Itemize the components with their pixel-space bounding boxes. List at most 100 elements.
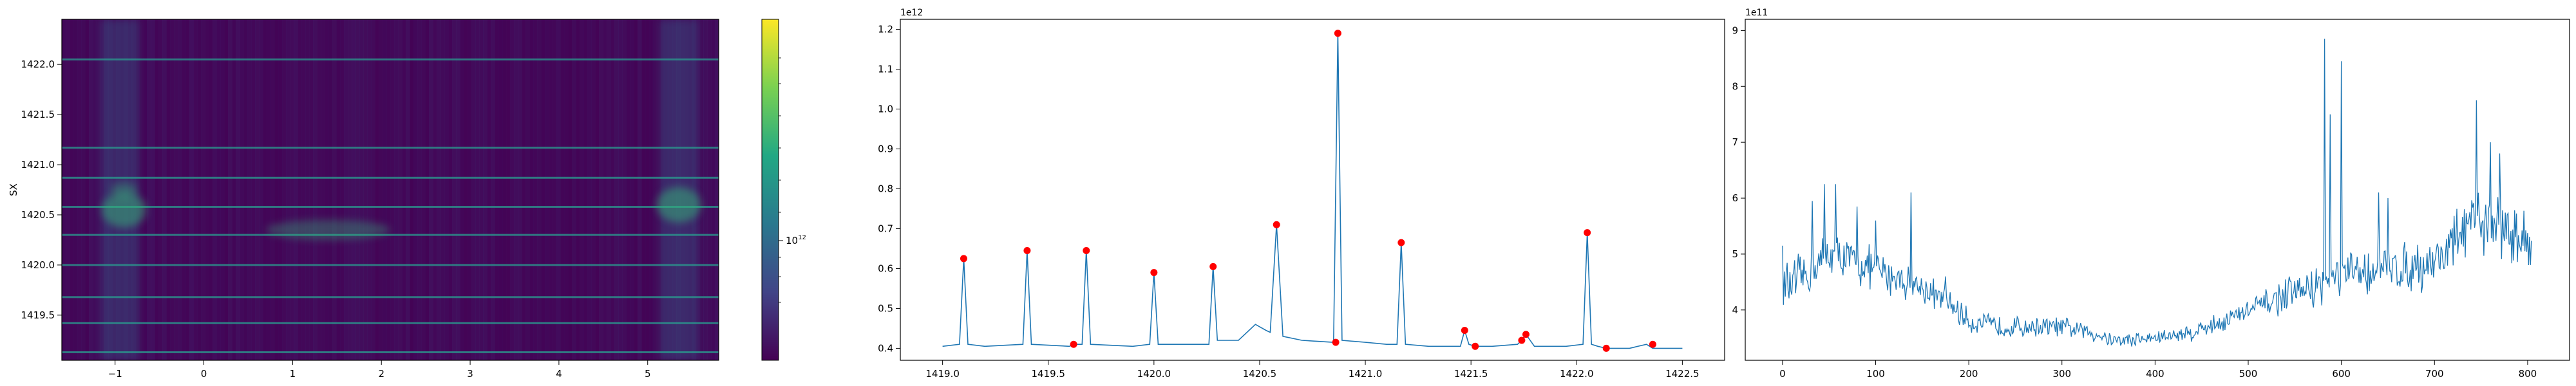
heatmap-column xyxy=(599,19,603,360)
colorbar-tick-label: 1012 xyxy=(786,234,806,246)
x-tick-label: 5 xyxy=(645,368,651,380)
heatmap-plot-area xyxy=(62,19,719,360)
heatmap-column xyxy=(201,19,205,360)
heatmap-column xyxy=(209,19,213,360)
heatmap-column xyxy=(522,19,526,360)
heatmap-column xyxy=(622,19,627,360)
heatmap-frame xyxy=(61,19,719,361)
heatmap-column xyxy=(390,19,395,360)
x-tick-label: 700 xyxy=(2425,368,2444,380)
peaks-y-axis: 0.4 0.5 0.6 0.7 0.8 0.9 1.0 1.1 1.2 xyxy=(878,23,900,354)
heatmap-column xyxy=(298,19,302,360)
heatmap-column xyxy=(634,19,638,360)
heatmap-column xyxy=(518,19,522,360)
heatmap-column xyxy=(143,19,147,360)
heatmap-column xyxy=(224,19,229,360)
x-tick-label: 4 xyxy=(556,368,562,380)
heatmap-column xyxy=(70,19,74,360)
heatmap-column xyxy=(529,19,534,360)
heatmap-column xyxy=(452,19,457,360)
heatmap-column xyxy=(560,19,565,360)
heatmap-column xyxy=(151,19,155,360)
colorbar-body xyxy=(762,19,779,360)
heatmap-column xyxy=(97,19,101,360)
heatmap-x-axis: −1 0 1 2 3 4 5 xyxy=(108,360,651,380)
heatmap-column xyxy=(707,19,712,360)
heatmap-column xyxy=(711,19,715,360)
y-tick-label: 1421.5 xyxy=(21,109,55,120)
heatmap-column xyxy=(641,19,646,360)
heatmap-column xyxy=(479,19,484,360)
x-tick-label: 3 xyxy=(467,368,473,380)
y-tick-label: 0.9 xyxy=(878,143,893,154)
heatmap-column xyxy=(564,19,569,360)
y-tick-label: 4 xyxy=(1732,304,1738,316)
x-tick-label: 300 xyxy=(2052,368,2071,380)
heatmap-column xyxy=(421,19,426,360)
peaks-series-line xyxy=(942,33,1683,349)
heatmap-column xyxy=(220,19,225,360)
heatmap-column xyxy=(375,19,379,360)
x-tick-label: 800 xyxy=(2519,368,2537,380)
heatmap-column xyxy=(475,19,480,360)
x-tick-label: 1419.0 xyxy=(925,368,960,380)
heatmap-bright-row xyxy=(62,206,719,208)
colorbar-minor-ticks xyxy=(779,57,781,303)
heatmap-bright-row xyxy=(62,147,719,149)
heatmap-column xyxy=(216,19,221,360)
peak-marker xyxy=(1332,338,1340,346)
heatmap-column xyxy=(77,19,82,360)
heatmap-bright-row xyxy=(62,58,719,60)
heatmap-column xyxy=(193,19,198,360)
heatmap-column xyxy=(286,19,290,360)
heatmap-feature xyxy=(266,219,390,240)
heatmap-column xyxy=(155,19,159,360)
x-tick-label: 1421.0 xyxy=(1349,368,1383,380)
x-tick-label: 1421.5 xyxy=(1454,368,1488,380)
y-tick-label: 1.1 xyxy=(878,63,893,75)
heatmap-column xyxy=(437,19,441,360)
heatmap-column xyxy=(549,19,553,360)
x-tick-label: 0 xyxy=(201,368,207,380)
peaks-panel: 1419.0 1419.5 1420.0 1420.5 1421.0 1421.5 1422… xyxy=(878,8,1725,380)
heatmap-column xyxy=(576,19,580,360)
heatmap-column xyxy=(703,19,708,360)
heatmap-column xyxy=(317,19,321,360)
heatmap-bright-row xyxy=(62,264,719,266)
heatmap-column xyxy=(313,19,317,360)
heatmap-column xyxy=(259,19,263,360)
heatmap-column xyxy=(359,19,364,360)
heatmap-column xyxy=(603,19,607,360)
heatmap-column xyxy=(537,19,542,360)
heatmap-column xyxy=(506,19,511,360)
heatmap-column xyxy=(270,19,275,360)
heatmap-column xyxy=(413,19,418,360)
heatmap-column xyxy=(460,19,464,360)
heatmap-column xyxy=(321,19,325,360)
heatmap-column xyxy=(93,19,97,360)
heatmap-column xyxy=(456,19,460,360)
heatmap-column xyxy=(328,19,333,360)
x-tick-label: 2 xyxy=(378,368,384,380)
heatmap-column xyxy=(274,19,279,360)
heatmap-column xyxy=(580,19,584,360)
heatmap-column xyxy=(213,19,217,360)
x-tick-label: 1420.0 xyxy=(1137,368,1171,380)
series-panel: 0 100 200 300 400 500 600 700 800 4 5 6 7 8 9 1e11 xyxy=(1732,8,2570,380)
heatmap-column xyxy=(325,19,329,360)
peak-markers xyxy=(960,30,1656,352)
heatmap-column xyxy=(572,19,576,360)
heatmap-column xyxy=(626,19,630,360)
x-tick-label: 1419.5 xyxy=(1031,368,1065,380)
heatmap-column xyxy=(301,19,306,360)
colorbar: 1012 xyxy=(761,19,806,361)
x-tick-label: 1422.0 xyxy=(1560,368,1594,380)
heatmap-column xyxy=(611,19,615,360)
y-tick-label: 7 xyxy=(1732,136,1738,148)
heatmap-column xyxy=(556,19,561,360)
x-tick-label: 0 xyxy=(1779,368,1786,380)
heatmap-column xyxy=(166,19,171,360)
heatmap-column xyxy=(185,19,190,360)
x-tick-label: 600 xyxy=(2332,368,2351,380)
peaks-y-offset-label: 1e12 xyxy=(900,8,923,18)
